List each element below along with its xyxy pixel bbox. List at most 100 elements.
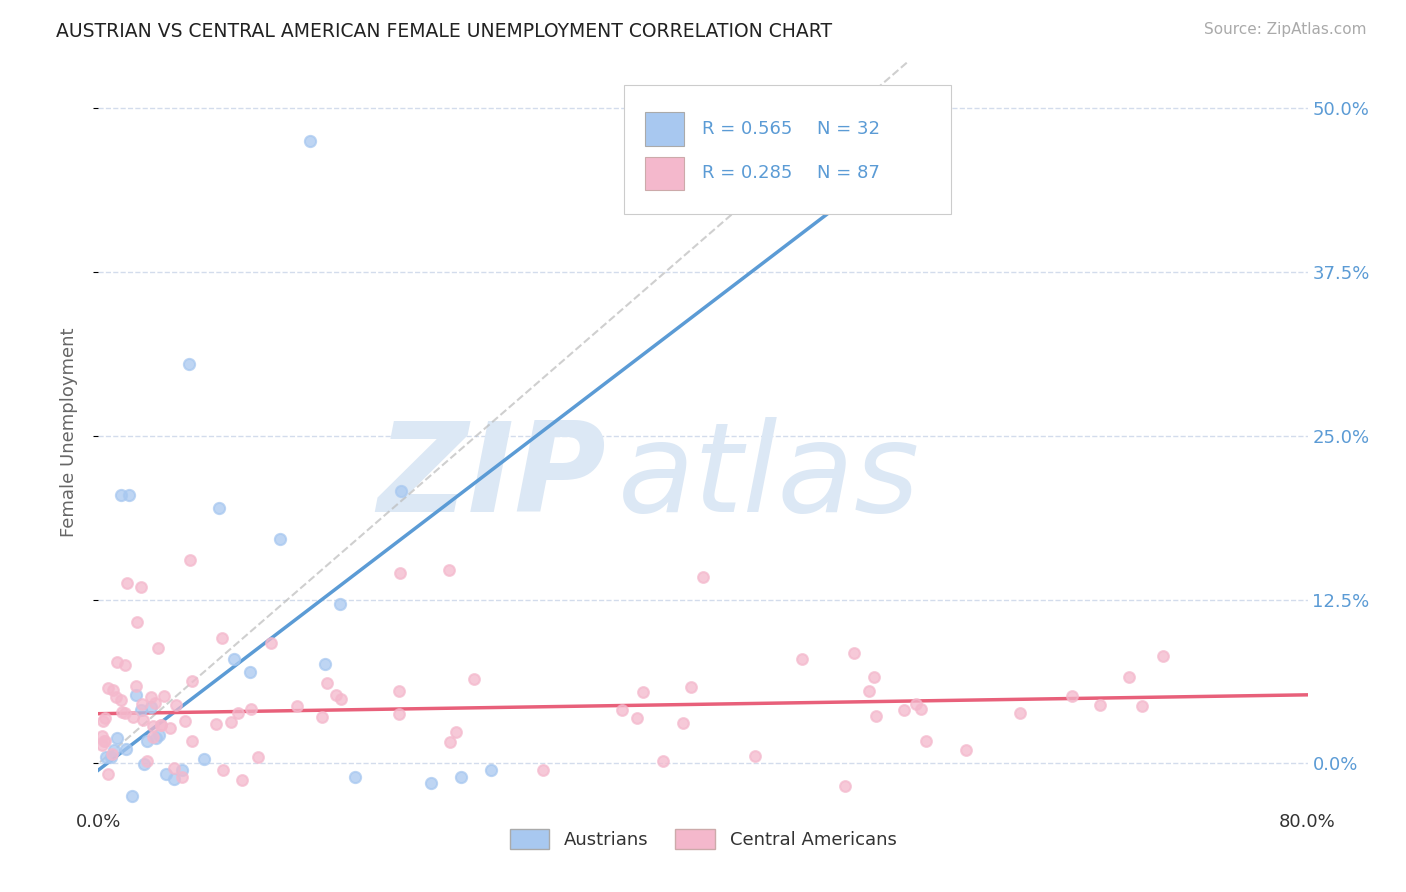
Point xyxy=(153,689,176,703)
Point xyxy=(172,770,194,784)
Point xyxy=(135,734,157,748)
Point xyxy=(101,747,124,761)
Point xyxy=(893,703,915,717)
Point xyxy=(444,725,467,739)
Point xyxy=(121,789,143,804)
Point xyxy=(193,752,215,766)
Point xyxy=(163,772,186,787)
Point xyxy=(129,703,152,717)
Point xyxy=(150,718,173,732)
Point xyxy=(205,717,228,731)
Point xyxy=(287,698,309,713)
Point xyxy=(139,690,162,704)
Point xyxy=(610,704,633,718)
Point xyxy=(110,693,132,707)
Point xyxy=(141,699,163,714)
Point xyxy=(173,714,195,729)
Point xyxy=(131,697,153,711)
Point xyxy=(91,714,114,729)
Point xyxy=(159,721,181,735)
Point xyxy=(100,750,122,764)
Text: R = 0.565: R = 0.565 xyxy=(702,120,792,138)
Point xyxy=(132,757,155,772)
Point xyxy=(437,563,460,577)
Point xyxy=(142,719,165,733)
Point xyxy=(127,615,149,630)
Point xyxy=(125,688,148,702)
Point xyxy=(834,779,856,793)
Point xyxy=(388,684,411,698)
Point xyxy=(149,718,172,732)
Point xyxy=(219,714,242,729)
Point xyxy=(388,706,411,721)
Point xyxy=(94,750,117,764)
Text: N = 87: N = 87 xyxy=(817,164,880,183)
Point xyxy=(915,734,938,748)
Point xyxy=(101,683,124,698)
Bar xyxy=(645,157,683,190)
Text: ZIP: ZIP xyxy=(378,417,606,538)
Point xyxy=(910,702,932,716)
Point xyxy=(1152,649,1174,664)
Point xyxy=(163,761,186,775)
Point xyxy=(389,566,412,581)
Point xyxy=(97,767,120,781)
Point xyxy=(143,696,166,710)
Point xyxy=(145,731,167,746)
Legend: Austrians, Central Americans: Austrians, Central Americans xyxy=(509,830,897,849)
Point xyxy=(91,738,114,752)
Point xyxy=(94,711,117,725)
Bar xyxy=(645,112,683,145)
Point xyxy=(904,697,927,711)
Point xyxy=(1062,690,1084,704)
Text: N = 32: N = 32 xyxy=(817,120,880,138)
Text: atlas: atlas xyxy=(619,417,921,538)
Point xyxy=(114,742,136,756)
Point xyxy=(179,357,201,371)
Point xyxy=(1008,706,1031,720)
Point xyxy=(148,640,170,655)
Text: AUSTRIAN VS CENTRAL AMERICAN FEMALE UNEMPLOYMENT CORRELATION CHART: AUSTRIAN VS CENTRAL AMERICAN FEMALE UNEM… xyxy=(56,22,832,41)
Point xyxy=(865,709,887,723)
Point xyxy=(955,742,977,756)
Point xyxy=(212,763,235,777)
FancyBboxPatch shape xyxy=(624,85,950,214)
Point xyxy=(463,672,485,686)
Point xyxy=(155,767,177,781)
Point xyxy=(131,580,153,594)
Point xyxy=(1130,699,1153,714)
Point xyxy=(439,735,461,749)
Point xyxy=(240,701,263,715)
Point xyxy=(1118,670,1140,684)
Point xyxy=(114,657,136,672)
Point xyxy=(315,675,337,690)
Point xyxy=(481,763,503,777)
Point xyxy=(858,683,880,698)
Point xyxy=(679,681,702,695)
Point xyxy=(531,763,554,777)
Point xyxy=(103,743,125,757)
Point xyxy=(269,532,291,546)
Point xyxy=(124,679,146,693)
Point xyxy=(744,749,766,764)
Point xyxy=(180,673,202,688)
Point xyxy=(314,657,336,671)
Point xyxy=(231,772,253,787)
Point xyxy=(344,770,367,784)
Point xyxy=(110,488,132,502)
Point xyxy=(165,698,187,713)
Point xyxy=(792,652,814,666)
Point xyxy=(631,685,654,699)
Point xyxy=(311,710,333,724)
Point xyxy=(93,734,115,748)
Point xyxy=(180,734,202,748)
Text: Source: ZipAtlas.com: Source: ZipAtlas.com xyxy=(1204,22,1367,37)
Point xyxy=(142,730,165,744)
Point xyxy=(226,706,249,720)
Point xyxy=(260,636,283,650)
Point xyxy=(135,755,157,769)
Point xyxy=(671,716,693,731)
Point xyxy=(692,570,714,584)
Point xyxy=(91,729,114,743)
Point xyxy=(97,681,120,695)
